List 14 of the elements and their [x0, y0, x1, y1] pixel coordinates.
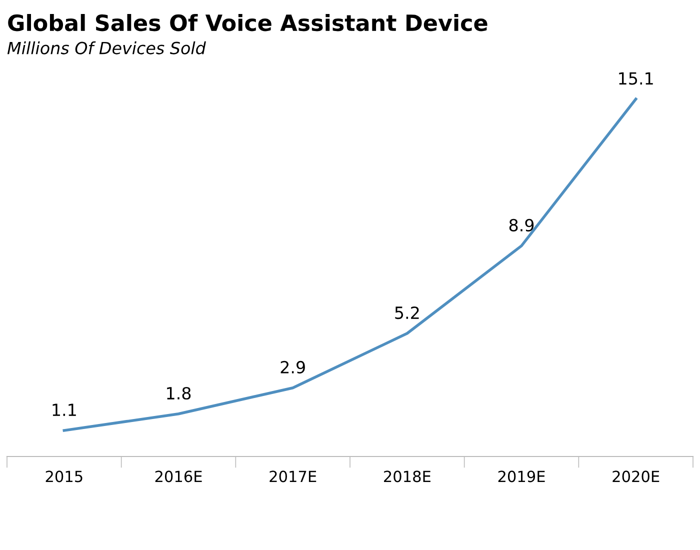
x-tick-label: 2016E	[155, 470, 202, 482]
data-label: 15.1	[619, 72, 653, 85]
data-label: 1.8	[167, 386, 191, 400]
chart-subtitle: Millions Of Devices Sold	[7, 41, 206, 54]
x-tick-label: 2019E	[498, 470, 545, 482]
x-tick-label: 2015	[46, 470, 82, 482]
chart-title: Global Sales Of Voice Assistant Device	[8, 14, 488, 32]
x-tick-label: 2017E	[270, 470, 316, 482]
x-tick-label: 2018E	[384, 470, 430, 482]
x-tick-label: 2020E	[612, 470, 660, 482]
data-label: 5.2	[395, 306, 419, 320]
data-label: 8.9	[509, 218, 534, 232]
data-label: 1.1	[52, 404, 76, 416]
data-label: 2.9	[280, 360, 305, 374]
